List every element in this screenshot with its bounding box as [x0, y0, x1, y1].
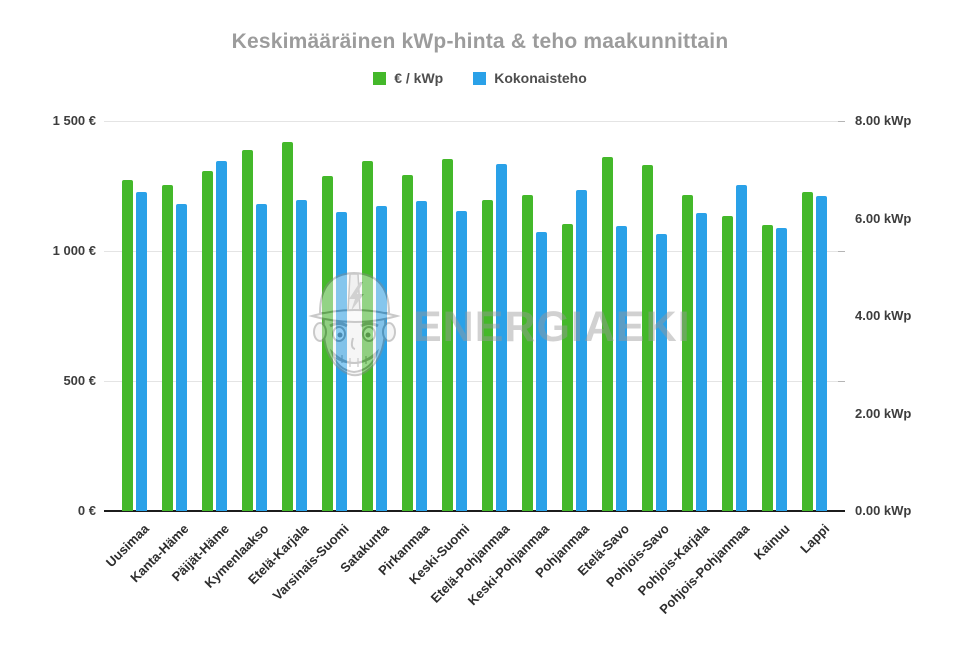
- power-series-swatch-icon: [473, 71, 487, 85]
- bar-power-Pohjois-Savo[interactable]: [656, 234, 667, 511]
- bar-power-Pohjanmaa[interactable]: [576, 190, 587, 511]
- bar-price-Lappi[interactable]: [802, 192, 813, 511]
- bar-price-Pohjois-Pohjanmaa[interactable]: [722, 216, 733, 511]
- bar-power-Keski-Pohjanmaa[interactable]: [536, 232, 547, 511]
- bar-power-Pohjois-Karjala[interactable]: [696, 213, 707, 511]
- legend: € / kWp Kokonaisteho: [0, 68, 960, 88]
- bar-power-Keski-Suomi[interactable]: [456, 211, 467, 511]
- legend-item-power: Kokonaisteho: [473, 70, 587, 86]
- bar-price-Päijät-Häme[interactable]: [202, 171, 213, 511]
- x-axis-category-label-text: Pohjois-Karjala: [634, 521, 713, 599]
- price-series-swatch-icon: [373, 71, 387, 85]
- bar-price-Varsinais-Suomi[interactable]: [322, 176, 333, 511]
- bar-power-Etelä-Pohjanmaa[interactable]: [496, 164, 507, 511]
- bar-price-Keski-Pohjanmaa[interactable]: [522, 195, 533, 511]
- right-axis-tick: [838, 251, 845, 252]
- bar-price-Uusimaa[interactable]: [122, 180, 133, 511]
- bar-price-Etelä-Pohjanmaa[interactable]: [482, 200, 493, 511]
- chart-title: Keskimääräinen kWp-hinta & teho maakunni…: [231, 30, 729, 53]
- left-axis-tick-label: 1 000 €: [52, 243, 96, 258]
- legend-item-price: € / kWp: [373, 70, 443, 86]
- right-axis-tick-label: 6.00 kWp: [855, 210, 912, 226]
- bar-power-Päijät-Häme[interactable]: [216, 161, 227, 511]
- right-axis-tick: [838, 121, 845, 122]
- legend-label-price: € / kWp: [394, 70, 444, 86]
- bar-price-Etelä-Savo[interactable]: [602, 157, 613, 511]
- right-axis-tick-label: 2.00 kWp: [855, 405, 912, 421]
- bar-power-Pirkanmaa[interactable]: [416, 201, 427, 511]
- x-axis-line: [104, 510, 845, 512]
- left-axis-tick-label: 500 €: [63, 373, 96, 388]
- bar-power-Lappi[interactable]: [816, 196, 827, 511]
- bar-price-Pohjois-Karjala[interactable]: [682, 195, 693, 511]
- bar-price-Kanta-Häme[interactable]: [162, 185, 173, 511]
- bar-power-Kainuu[interactable]: [776, 228, 787, 511]
- gridline: [104, 381, 845, 382]
- right-axis-tick-label: 0.00 kWp: [855, 503, 912, 518]
- bar-power-Kymenlaakso[interactable]: [256, 204, 267, 511]
- x-axis-category-label-text: Lappi: [797, 521, 833, 557]
- left-axis-tick-label: 0 €: [77, 503, 96, 518]
- bar-price-Etelä-Karjala[interactable]: [282, 142, 293, 511]
- bar-power-Varsinais-Suomi[interactable]: [336, 212, 347, 511]
- bar-price-Pohjanmaa[interactable]: [562, 224, 573, 511]
- left-axis-tick-label: 1 500 €: [52, 113, 96, 128]
- bar-power-Satakunta[interactable]: [376, 206, 387, 511]
- legend-label-power: Kokonaisteho: [494, 70, 587, 86]
- bar-power-Kanta-Häme[interactable]: [176, 204, 187, 511]
- bar-power-Pohjois-Pohjanmaa[interactable]: [736, 185, 747, 511]
- right-axis-tick-label: 4.00 kWp: [855, 308, 912, 323]
- bar-price-Pohjois-Savo[interactable]: [642, 165, 653, 511]
- right-axis-tick-label: 8.00 kWp: [855, 113, 912, 128]
- bar-price-Kainuu[interactable]: [762, 225, 773, 511]
- bar-price-Satakunta[interactable]: [362, 161, 373, 511]
- bar-price-Keski-Suomi[interactable]: [442, 159, 453, 511]
- bar-power-Etelä-Savo[interactable]: [616, 226, 627, 511]
- bar-power-Uusimaa[interactable]: [136, 192, 147, 511]
- bar-price-Pirkanmaa[interactable]: [402, 175, 413, 511]
- right-axis-tick: [838, 381, 845, 382]
- gridline: [104, 121, 845, 122]
- plot-area: [104, 121, 845, 512]
- bar-price-Kymenlaakso[interactable]: [242, 150, 253, 511]
- gridline: [104, 251, 845, 252]
- bar-power-Etelä-Karjala[interactable]: [296, 200, 307, 511]
- x-axis-category-label-text: Kainuu: [750, 521, 793, 563]
